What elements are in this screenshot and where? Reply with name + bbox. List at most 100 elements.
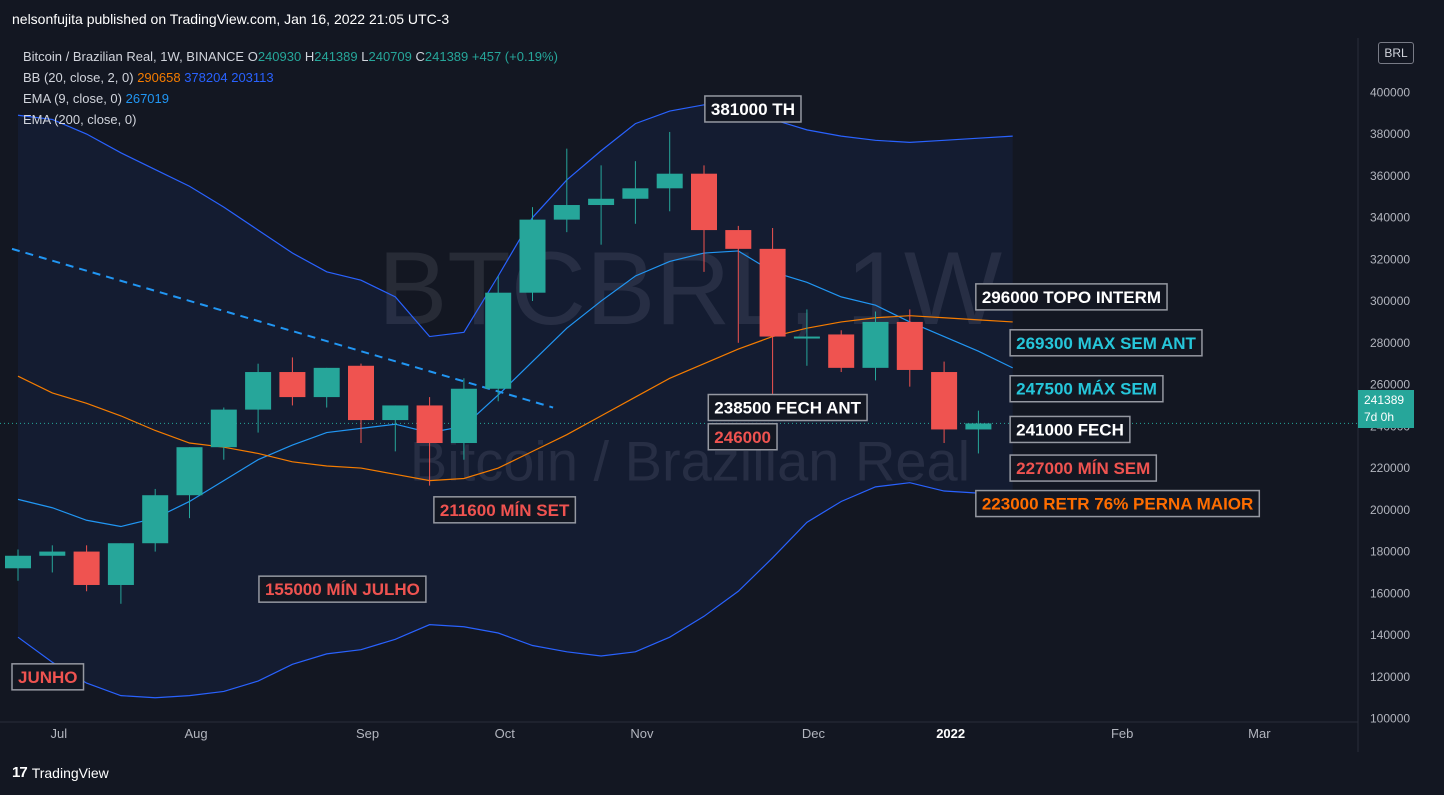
annotation-text: 223000 RETR 76% PERNA MAIOR: [982, 495, 1253, 514]
bar-countdown: 7d 0h: [1364, 410, 1395, 424]
legend-bb-row[interactable]: BB (20, close, 2, 0) 290658 378204 20311…: [23, 67, 558, 88]
annotation-label: 247500 MÁX SEM: [1009, 374, 1164, 403]
legend-l-label: L: [361, 49, 369, 64]
candle: [931, 361, 958, 444]
candles: [5, 131, 992, 604]
candle-body: [416, 405, 443, 444]
price-tick-label: 360000: [1370, 169, 1410, 183]
tradingview-logo[interactable]: 17 TradingView: [12, 764, 109, 781]
candle-body: [142, 495, 169, 544]
legend-ema200-label: EMA (200, close, 0): [23, 112, 137, 127]
annotation-text: 238500 FECH ANT: [714, 399, 861, 418]
annotation-box: [707, 393, 868, 422]
annotation-label: 296000 TOPO INTERM: [975, 283, 1168, 311]
candle: [382, 405, 409, 452]
candle-body: [176, 447, 203, 496]
candle: [313, 367, 340, 408]
candle: [142, 488, 169, 552]
annotation-text: 211600 MÍN SET: [440, 501, 570, 520]
bb-lower-line: [17, 482, 1013, 699]
legend-bb-low: 203113: [231, 70, 274, 85]
published-text: nelsonfujita published on TradingView.co…: [12, 11, 450, 27]
last-price-value: 241389: [1364, 393, 1405, 407]
candle-body: [348, 365, 374, 421]
legend-bb-label: BB (20, close, 2, 0): [23, 70, 134, 85]
annotation-text: 227000 MÍN SEM: [1016, 459, 1150, 478]
candle-body: [656, 173, 683, 189]
time-tick-label: Feb: [1111, 726, 1133, 741]
time-axis: Jul Aug Sep Oct Nov Dec 2022 Feb Mar: [51, 726, 1272, 741]
tradingview-logo-icon: 17: [12, 764, 28, 781]
annotation-label: 238500 FECH ANT: [707, 393, 868, 422]
candle-body: [862, 321, 889, 368]
chart-legend: Bitcoin / Brazilian Real, 1W, BINANCE O 2…: [23, 46, 558, 130]
annotation-text: 246000: [714, 428, 771, 447]
annotation-text: 241000 FECH: [1016, 420, 1124, 439]
candle-body: [588, 198, 615, 206]
annotation-box: [11, 663, 85, 691]
candle: [622, 161, 649, 224]
candle-body: [759, 248, 786, 337]
price-tick-label: 400000: [1370, 85, 1410, 99]
price-tick-label: 380000: [1370, 127, 1410, 141]
legend-symbol: Bitcoin / Brazilian Real, 1W, BINANCE: [23, 49, 245, 64]
candle: [759, 227, 786, 395]
price-tick-label: 320000: [1370, 252, 1410, 266]
last-price-tag: 241389 7d 0h: [1358, 390, 1414, 428]
candle-body: [553, 205, 580, 220]
candle: [691, 165, 717, 272]
legend-symbol-row[interactable]: Bitcoin / Brazilian Real, 1W, BINANCE O 2…: [23, 46, 558, 67]
currency-button[interactable]: BRL: [1378, 42, 1414, 64]
price-tick-label: 300000: [1370, 294, 1410, 308]
candle-body: [107, 543, 134, 585]
candle: [553, 148, 580, 233]
candle: [588, 165, 615, 245]
legend-ema9-row[interactable]: EMA (9, close, 0) 267019: [23, 88, 558, 109]
annotation-box: [433, 496, 577, 524]
candle: [73, 545, 100, 592]
annotation-text: 155000 MÍN JULHO: [265, 580, 420, 599]
legend-h-label: H: [304, 49, 315, 64]
candle-body: [896, 321, 923, 370]
candle: [39, 545, 66, 573]
price-tick-label: 220000: [1370, 461, 1410, 475]
time-tick-label: Oct: [495, 726, 516, 741]
annotation-text: JUNHO: [18, 668, 78, 687]
time-tick-label: Dec: [802, 726, 826, 741]
legend-high: 241389: [314, 49, 358, 64]
candle: [485, 276, 512, 402]
candle-body: [5, 555, 31, 569]
candle: [279, 357, 306, 406]
candle-body: [313, 367, 340, 398]
ema200-line: [17, 315, 1013, 482]
annotation-label: 211600 MÍN SET: [433, 496, 577, 524]
candle-body: [725, 230, 752, 249]
tradingview-brand: TradingView: [31, 764, 109, 781]
annotations: 381000 TH 296000 TOPO INTERM 269300 MAX SE…: [11, 95, 1261, 691]
time-tick-label: Jul: [51, 726, 68, 741]
candle-body: [965, 423, 992, 430]
legend-ema9-label: EMA (9, close, 0): [23, 91, 122, 106]
legend-change: +457 (+0.19%): [471, 49, 558, 64]
top-bar: nelsonfujita published on TradingView.co…: [0, 0, 1444, 38]
time-tick-label: Sep: [356, 726, 379, 741]
price-tick-label: 140000: [1370, 628, 1410, 642]
legend-o-label: O: [247, 49, 258, 64]
candle: [896, 309, 923, 387]
trendline: [11, 247, 554, 409]
indicator-lines: [0, 104, 1358, 699]
candle: [210, 407, 237, 460]
candle: [348, 363, 374, 444]
candle: [176, 447, 203, 519]
legend-ema200-row[interactable]: EMA (200, close, 0): [23, 109, 558, 130]
annotation-label: 223000 RETR 76% PERNA MAIOR: [975, 489, 1261, 518]
annotation-box: [1009, 415, 1131, 444]
candle-body: [485, 292, 512, 389]
candle-body: [73, 551, 100, 585]
annotation-text: 247500 MÁX SEM: [1016, 380, 1157, 399]
price-tick-label: 120000: [1370, 670, 1410, 684]
legend-bb-up: 378204: [184, 70, 228, 85]
annotation-box: [1009, 374, 1164, 403]
legend-c-label: C: [415, 49, 425, 64]
